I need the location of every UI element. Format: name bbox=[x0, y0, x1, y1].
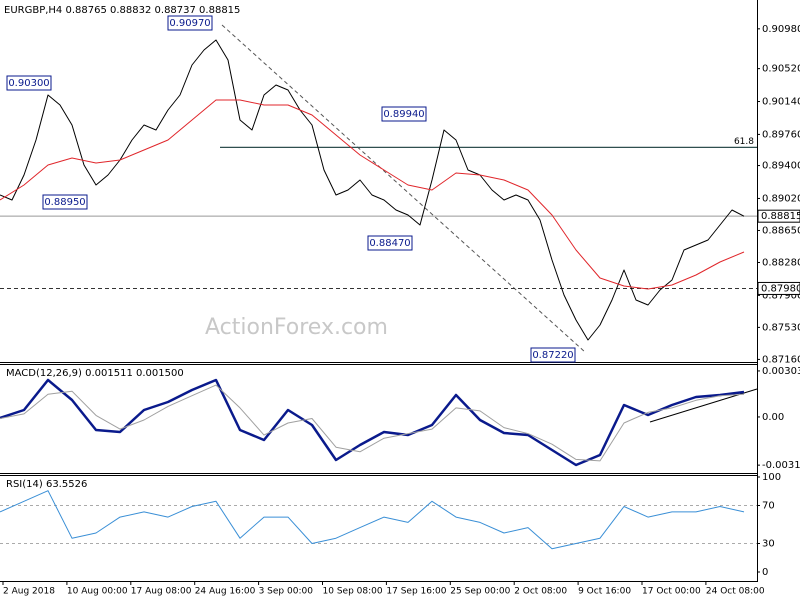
price-box bbox=[757, 209, 800, 223]
y-tick-label: 0.90520 bbox=[762, 64, 800, 75]
y-tick-label: 0.003038 bbox=[762, 366, 800, 377]
y-tick-label: 0.87160 bbox=[762, 354, 800, 365]
panel-title: MACD(12,26,9) 0.001511 0.001500 bbox=[6, 368, 184, 379]
y-tick-label: 0.87530 bbox=[762, 322, 800, 333]
y-tick-label: 30 bbox=[762, 539, 775, 550]
x-tick-label: 9 Oct 16:00 bbox=[578, 587, 631, 597]
price-annotation: 0.87220 bbox=[532, 350, 573, 361]
x-tick-label: 24 Oct 08:00 bbox=[706, 587, 765, 597]
x-tick-label: 17 Sep 16:00 bbox=[386, 587, 446, 597]
price-annotation-box bbox=[167, 15, 213, 31]
y-tick-label: 0.87900 bbox=[762, 290, 800, 301]
y-tick-label: 0.90980 bbox=[762, 24, 800, 35]
price-box-label: 0.88815 bbox=[761, 211, 800, 222]
x-tick-label: 2 Aug 2018 bbox=[3, 587, 55, 597]
price-annotation: 0.88470 bbox=[369, 238, 410, 249]
series-line bbox=[0, 490, 745, 550]
trend-line bbox=[221, 24, 586, 353]
x-tick-label: 25 Sep 00:00 bbox=[450, 587, 510, 597]
y-tick-label: 0.89760 bbox=[762, 129, 800, 140]
y-tick-label: 0.00 bbox=[762, 412, 784, 423]
y-tick-label: 100 bbox=[762, 472, 781, 483]
x-tick-label: 17 Oct 00:00 bbox=[642, 587, 701, 597]
y-tick-label: 0.88280 bbox=[762, 257, 800, 268]
x-tick-label: 2 Oct 08:00 bbox=[514, 587, 567, 597]
watermark: ActionForex.com bbox=[205, 315, 388, 340]
series-line bbox=[0, 99, 745, 290]
x-tick-label: 17 Aug 08:00 bbox=[131, 587, 192, 597]
price-annotation: 0.90300 bbox=[8, 78, 49, 89]
x-tick-label: 24 Aug 16:00 bbox=[195, 587, 256, 597]
y-tick-label: 0.90140 bbox=[762, 97, 800, 108]
price-annotation-box bbox=[530, 347, 576, 363]
y-tick-label: 0 bbox=[762, 567, 768, 578]
y-tick-label: 0.89020 bbox=[762, 193, 800, 204]
price-annotation-box bbox=[367, 235, 413, 251]
series-line bbox=[0, 39, 745, 341]
price-annotation-box bbox=[381, 106, 427, 122]
x-tick-label: 10 Aug 00:00 bbox=[67, 587, 128, 597]
series-line bbox=[0, 384, 745, 462]
chart-title: EURGBP,H4 0.88765 0.88832 0.88737 0.8881… bbox=[4, 5, 240, 16]
series-line bbox=[0, 378, 745, 467]
panel-title: RSI(14) 63.5526 bbox=[6, 479, 87, 490]
price-annotation-box bbox=[42, 194, 88, 210]
price-annotation: 0.88950 bbox=[44, 197, 85, 208]
x-tick-label: 10 Sep 08:00 bbox=[323, 587, 383, 597]
price-box bbox=[757, 281, 800, 295]
price-annotation: 0.89940 bbox=[383, 109, 424, 120]
y-tick-label: -0.003181 bbox=[762, 460, 800, 471]
level-label: 61.8 bbox=[734, 137, 754, 147]
x-tick-label: 3 Sep 00:00 bbox=[259, 587, 314, 597]
price-box-label: 0.87980 bbox=[761, 283, 800, 294]
price-annotation-box bbox=[6, 75, 52, 91]
price-annotation: 0.90970 bbox=[169, 18, 210, 29]
y-tick-label: 70 bbox=[762, 501, 775, 512]
y-tick-label: 0.88650 bbox=[762, 225, 800, 236]
y-tick-label: 0.89400 bbox=[762, 161, 800, 172]
